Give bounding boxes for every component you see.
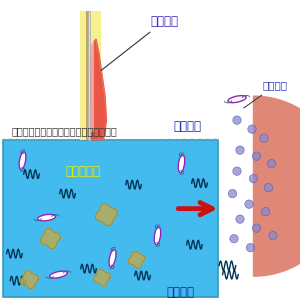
Circle shape (252, 224, 261, 232)
Ellipse shape (228, 96, 246, 103)
Ellipse shape (178, 155, 185, 172)
Polygon shape (40, 228, 61, 249)
Bar (3, 140, 218, 297)
Text: 菌の成分: 菌の成分 (244, 81, 287, 108)
Circle shape (230, 234, 238, 243)
Circle shape (245, 200, 253, 208)
Circle shape (246, 244, 255, 252)
Ellipse shape (19, 152, 26, 169)
Polygon shape (94, 269, 110, 286)
Text: ここではこんなことが起こっています。: ここではこんなことが起こっています。 (12, 127, 118, 137)
Bar (86, 11, 90, 140)
Polygon shape (20, 271, 38, 289)
Circle shape (236, 215, 244, 223)
Circle shape (228, 189, 237, 198)
Circle shape (261, 207, 270, 216)
Ellipse shape (154, 227, 161, 245)
Text: 歯周病原菌: 歯周病原菌 (65, 165, 100, 178)
Ellipse shape (109, 249, 116, 267)
Circle shape (269, 231, 277, 240)
Circle shape (233, 116, 241, 124)
Ellipse shape (50, 271, 67, 278)
Polygon shape (254, 96, 300, 276)
Circle shape (260, 134, 268, 142)
Bar (88, 11, 90, 140)
Text: プラーク: プラーク (101, 15, 178, 70)
Bar (80, 11, 100, 140)
Polygon shape (128, 251, 145, 268)
Ellipse shape (38, 214, 56, 221)
Circle shape (236, 146, 244, 154)
Circle shape (252, 152, 261, 160)
Circle shape (264, 183, 273, 192)
Circle shape (249, 175, 258, 183)
Polygon shape (89, 39, 106, 140)
Polygon shape (95, 203, 118, 226)
Circle shape (233, 167, 241, 175)
Circle shape (248, 125, 256, 133)
Polygon shape (89, 39, 106, 140)
Bar (91, 42, 94, 132)
Text: 歯肉中へ: 歯肉中へ (173, 119, 202, 133)
Text: 血液中へ: 血液中へ (166, 286, 194, 299)
Circle shape (267, 160, 276, 168)
